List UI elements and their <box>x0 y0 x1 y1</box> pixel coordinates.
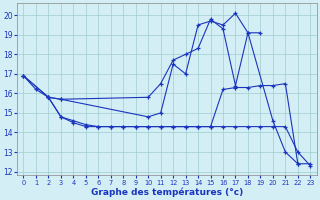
X-axis label: Graphe des températures (°c): Graphe des températures (°c) <box>91 187 243 197</box>
